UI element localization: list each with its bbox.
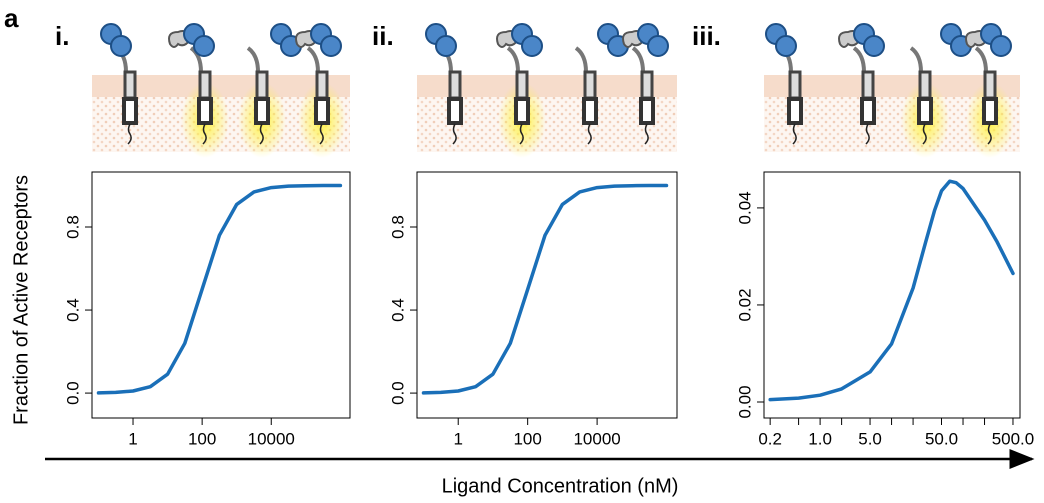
receptor-tail (259, 123, 264, 145)
ligand (110, 35, 132, 57)
receptor-kinase (787, 97, 803, 125)
receptor-stalk (246, 46, 260, 73)
receptor-tail (865, 123, 870, 145)
receptor-tail (519, 123, 524, 145)
receptor-stalk (189, 46, 203, 73)
receptor-kinase (860, 97, 876, 125)
receptor-kinase (122, 97, 138, 125)
receptor-tm (448, 70, 462, 100)
y-tick-label: 0.00 (735, 385, 754, 418)
plot-frame (763, 171, 1021, 419)
receptor-tail (319, 123, 324, 145)
receptor-tm (861, 70, 875, 100)
y-tick-label: 0.02 (735, 288, 754, 321)
receptor-stalk (631, 46, 645, 73)
receptor-tm (983, 70, 997, 100)
y-tick-label: 0.4 (388, 298, 407, 322)
y-tick-label: 0.0 (388, 381, 407, 405)
ligand (320, 35, 342, 57)
receptor-stalk (852, 46, 866, 73)
receptor-tm (315, 70, 329, 100)
receptor-tm (198, 70, 212, 100)
y-tick-label: 0.8 (388, 215, 407, 239)
curve (421, 183, 669, 395)
ligand (863, 35, 885, 57)
receptor-tail (202, 123, 207, 145)
x-tick-label: 1 (453, 429, 462, 448)
x-axis-label: Ligand Concentration (nM) (442, 475, 679, 497)
receptor-kinase (982, 97, 998, 125)
panel-title: i. (55, 21, 69, 51)
receptor-tm (640, 70, 654, 100)
receptor-tm (583, 70, 597, 100)
curve (768, 179, 1015, 402)
membrane (417, 75, 677, 97)
panel-title: ii. (372, 21, 394, 51)
x-tick-label: 50.0 (925, 429, 958, 448)
x-tick-label: 500.0 (992, 429, 1035, 448)
receptor-stalk (506, 46, 520, 73)
receptor-tail (644, 123, 649, 145)
x-tick-label: 10000 (573, 429, 620, 448)
receptor-kinase (917, 97, 933, 125)
curve (96, 183, 343, 395)
panel-title: iii. (692, 21, 721, 51)
receptor-kinase (582, 97, 598, 125)
receptor-tail (587, 123, 592, 145)
y-tick-label: 0.0 (63, 381, 82, 405)
y-tick-label: 0.04 (735, 191, 754, 224)
receptor-kinase (447, 97, 463, 125)
y-axis-label: Fraction of Active Receptors (10, 175, 32, 425)
receptor-tm (255, 70, 269, 100)
x-tick-label: 100 (188, 429, 216, 448)
x-tick-label: 100 (513, 429, 541, 448)
receptor-kinase (639, 97, 655, 125)
ligand (435, 35, 457, 57)
receptor-tm (123, 70, 137, 100)
receptor-kinase (514, 97, 530, 125)
ligand (193, 35, 215, 57)
receptor-kinase (314, 97, 330, 125)
receptor-stalk (306, 46, 320, 73)
ligand (521, 35, 543, 57)
x-tick-label: 0.2 (758, 429, 782, 448)
panel-label: a (4, 3, 19, 33)
plot-frame (416, 171, 678, 419)
ligand (647, 35, 669, 57)
receptor-stalk (909, 46, 923, 73)
receptor-stalk (574, 46, 588, 73)
receptor-tm (918, 70, 932, 100)
receptor-tail (452, 123, 457, 145)
receptor-tail (127, 123, 132, 145)
receptor-tm (788, 70, 802, 100)
receptor-kinase (197, 97, 213, 125)
y-tick-label: 0.8 (63, 215, 82, 239)
receptor-tail (792, 123, 797, 145)
receptor-kinase (254, 97, 270, 125)
y-tick-label: 0.4 (63, 298, 82, 322)
x-tick-label: 1.0 (808, 429, 832, 448)
x-tick-label: 1 (128, 429, 137, 448)
receptor-tm (515, 70, 529, 100)
ligand (990, 35, 1012, 57)
ligand (775, 35, 797, 57)
x-tick-label: 10000 (248, 429, 295, 448)
membrane (764, 75, 1020, 97)
receptor-tail (987, 123, 992, 145)
receptor-stalk (974, 46, 988, 73)
x-tick-label: 5.0 (858, 429, 882, 448)
plot-frame (91, 171, 351, 419)
membrane (92, 75, 350, 97)
receptor-tail (922, 123, 927, 145)
